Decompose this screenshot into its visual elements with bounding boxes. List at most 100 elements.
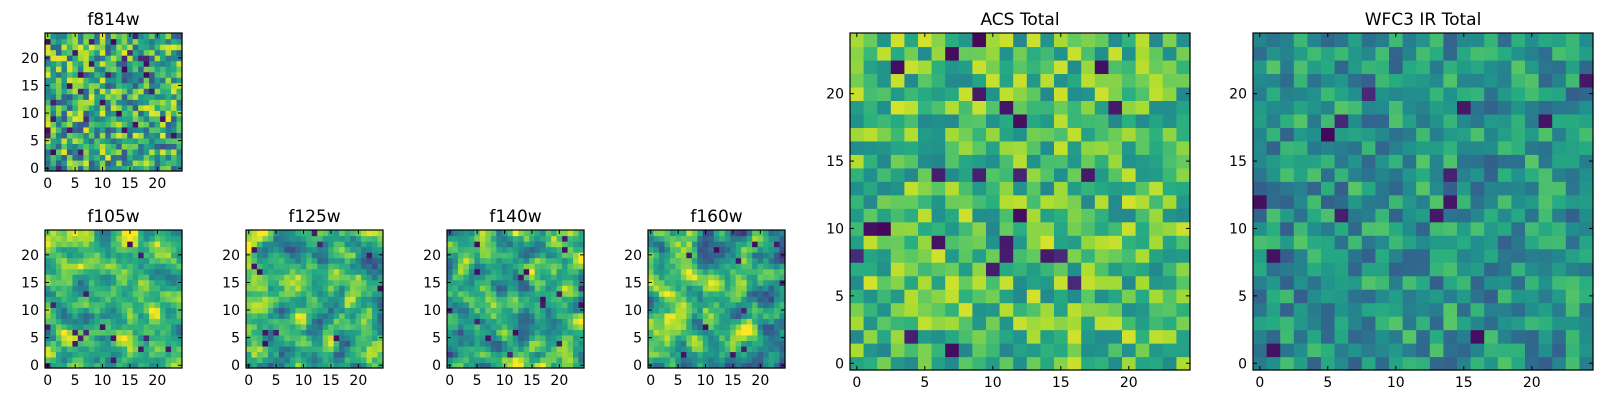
heatmap-cell [66, 104, 73, 111]
heatmap-cell [669, 351, 676, 358]
heatmap-cell [1402, 356, 1417, 371]
heatmap-cell [1067, 127, 1082, 142]
heatmap-cell [171, 137, 178, 144]
heatmap-cell [328, 257, 335, 264]
heatmap-cell [121, 110, 128, 117]
heatmap-cell [1470, 248, 1485, 263]
heatmap-cell [680, 356, 687, 364]
heatmap-cell [1293, 59, 1308, 75]
heatmap-cell [72, 126, 79, 133]
heatmap-cell [1266, 127, 1281, 142]
heatmap-cell [1280, 343, 1295, 358]
heatmap-cell [311, 252, 318, 259]
heatmap-cell [972, 208, 987, 223]
heatmap-cell [1484, 86, 1499, 101]
heatmap-cell [507, 362, 514, 369]
heatmap-cell [61, 38, 68, 45]
heatmap-cell [1470, 221, 1485, 236]
heatmap-cell [664, 241, 671, 248]
heatmap-cell [986, 73, 1001, 88]
heatmap-cell [551, 252, 558, 259]
heatmap-cell [55, 99, 63, 106]
heatmap-cell [110, 290, 117, 297]
heatmap-cell [372, 268, 379, 275]
heatmap-cell [496, 285, 503, 292]
heatmap-cell [457, 252, 465, 259]
heatmap-cell [1266, 316, 1281, 331]
heatmap-cell [105, 82, 112, 89]
heatmap-cell [496, 274, 503, 281]
heatmap-cell [50, 159, 57, 167]
heatmap-cell [289, 279, 296, 286]
heatmap-cell [50, 104, 57, 111]
heatmap-cell [567, 356, 574, 364]
heatmap-cell [317, 285, 324, 292]
heatmap-cell [317, 345, 324, 353]
heatmap-cell [94, 301, 101, 308]
heatmap-cell [333, 312, 340, 319]
heatmap-cell [1361, 154, 1376, 169]
heatmap-cell [1253, 208, 1268, 223]
heatmap-cell [246, 246, 253, 253]
heatmap-cell [355, 329, 362, 336]
heatmap-cell [1511, 289, 1526, 304]
heatmap-cell [1266, 86, 1281, 101]
heatmap-cell [1026, 248, 1041, 263]
heatmap-cell [83, 257, 90, 264]
heatmap-cell [328, 285, 335, 292]
heatmap-cell [328, 268, 335, 275]
heatmap-cell [246, 351, 253, 358]
heatmap-cell [295, 257, 302, 264]
heatmap-cell [518, 235, 525, 242]
heatmap-cell [1334, 275, 1349, 290]
heatmap-cell [496, 307, 503, 314]
heatmap-cell [171, 257, 178, 264]
heatmap-cell [311, 307, 318, 314]
heatmap-cell [1108, 194, 1123, 209]
heatmap-cell [251, 268, 258, 275]
heatmap-cell [55, 318, 63, 325]
heatmap-cell [523, 351, 530, 358]
heatmap-cell [176, 44, 183, 51]
heatmap-cell [1375, 46, 1390, 61]
heatmap-cell [154, 132, 161, 139]
heatmap-cell [105, 71, 112, 78]
heatmap-cell [262, 257, 269, 264]
heatmap-cell [686, 351, 693, 358]
heatmap-cell [171, 318, 178, 325]
heatmap-cell [273, 246, 280, 253]
heatmap-cell [757, 312, 764, 319]
heatmap-cell [154, 285, 161, 292]
heatmap-cell [945, 194, 960, 209]
heatmap-cell [702, 252, 709, 259]
heatmap-cell [501, 307, 508, 314]
heatmap-cell [877, 59, 892, 75]
heatmap-cell [507, 268, 514, 275]
heatmap-cell [877, 235, 892, 250]
heatmap-cell [1081, 127, 1096, 142]
heatmap-cell [50, 148, 57, 156]
heatmap-cell [66, 351, 73, 358]
heatmap-cell [1176, 316, 1191, 331]
heatmap-cell [534, 252, 541, 259]
heatmap-cell [160, 285, 167, 292]
heatmap-cell [1054, 302, 1069, 317]
heatmap-cell [512, 285, 519, 292]
heatmap-cell [972, 302, 987, 317]
heatmap-cell [105, 77, 112, 84]
heatmap-cell [77, 49, 84, 56]
heatmap-cell [377, 235, 384, 242]
heatmap-cell [768, 290, 775, 297]
heatmap-cell [735, 290, 742, 297]
heatmap-cell [94, 38, 101, 45]
heatmap-cell [556, 241, 563, 248]
heatmap-cell [311, 334, 318, 341]
heatmap-cell [333, 252, 340, 259]
heatmap-cell [50, 290, 57, 297]
heatmap-cell [149, 241, 156, 248]
heatmap-cell [154, 279, 161, 286]
heatmap-cell [1497, 248, 1512, 263]
heatmap-cell [171, 154, 178, 161]
